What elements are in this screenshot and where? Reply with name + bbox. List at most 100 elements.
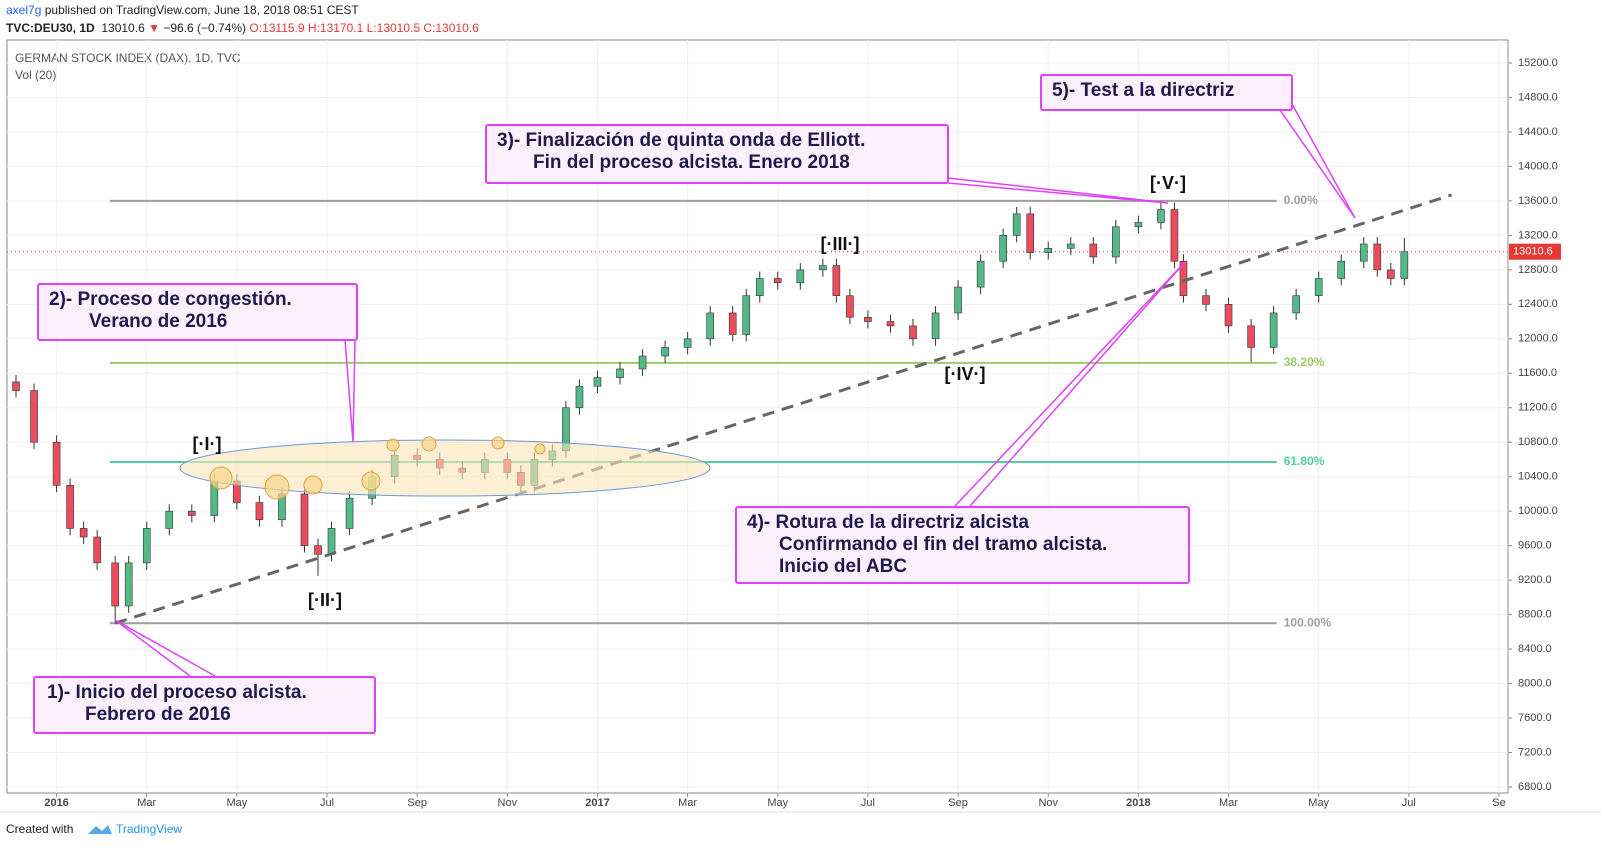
- ohlc-open: O:13115.9: [249, 21, 305, 35]
- symbol: TVC:DEU30, 1D: [6, 21, 95, 35]
- candle-body: [52, 441, 61, 486]
- candle-body: [593, 377, 602, 387]
- x-tick-label: Sep: [407, 797, 427, 809]
- y-tick-label: 12800.0: [1518, 264, 1558, 276]
- candle-body: [165, 510, 174, 529]
- candle-body: [1112, 226, 1120, 258]
- x-tick-label: May: [1308, 797, 1329, 809]
- trendline: [114, 193, 1453, 625]
- x-tick-label: 2016: [44, 797, 68, 809]
- y-tick-label: 14000.0: [1518, 160, 1558, 172]
- last: 13010.6: [101, 21, 145, 35]
- candle-body: [1292, 295, 1300, 314]
- tradingview-logo: [88, 825, 112, 834]
- y-tick-label: 14400.0: [1518, 126, 1558, 138]
- candle-body: [1400, 251, 1409, 279]
- congestion-ellipse: [179, 439, 711, 497]
- candle-body: [1157, 209, 1165, 223]
- x-tick-label: May: [226, 797, 247, 809]
- candle-body: [66, 485, 74, 529]
- callout-text: 1)- Inicio del proceso alcista.: [47, 682, 307, 703]
- candle-body: [1089, 243, 1098, 258]
- y-tick-label: 10000.0: [1518, 505, 1558, 517]
- y-tick-label: 8000.0: [1518, 677, 1552, 689]
- footer-created: Created with: [6, 822, 73, 836]
- callout-1: 1)- Inicio del proceso alcista. Febrero d…: [33, 676, 376, 734]
- callout-text: 5)- Test a la directriz: [1052, 80, 1235, 101]
- candle-body: [846, 295, 854, 318]
- y-tick-label: 9200.0: [1518, 574, 1552, 586]
- x-tick-label: Jul: [320, 797, 334, 809]
- candle-body: [976, 260, 985, 288]
- x-tick-label: Mar: [1219, 797, 1238, 809]
- ohlc-low: L:13010.5: [366, 21, 421, 35]
- candle-body: [773, 278, 782, 284]
- candle-body: [79, 528, 88, 538]
- congestion-circles: [209, 436, 546, 500]
- candle-body: [1044, 248, 1053, 253]
- candle-body: [886, 321, 895, 327]
- candle-body: [616, 368, 624, 378]
- x-tick-label: Nov: [1038, 797, 1058, 809]
- x-tick-label: Nov: [498, 797, 518, 809]
- candle-body: [832, 265, 841, 297]
- callout-text: Inicio del ABC: [779, 556, 908, 577]
- author: axel7g: [6, 3, 42, 17]
- wave-label: [·III·]: [821, 234, 860, 254]
- last-price-label: 13010.6: [1513, 246, 1553, 258]
- candle-body: [188, 510, 196, 516]
- candle-body: [142, 528, 151, 564]
- fib-label: 61.80%: [1284, 454, 1325, 468]
- candle-body: [314, 545, 322, 555]
- x-tick-label: Mar: [137, 797, 156, 809]
- y-tick-label: 11200.0: [1518, 402, 1557, 414]
- wave-label: [·IV·]: [945, 364, 986, 384]
- y-tick-label: 9600.0: [1518, 540, 1552, 552]
- candle-body: [1337, 260, 1346, 279]
- callout-text: Confirmando el fin del tramo alcista.: [779, 534, 1108, 555]
- change: −96.6 (−0.74%): [163, 21, 247, 35]
- fib-label: 0.00%: [1284, 193, 1318, 207]
- y-tick-label: 13200.0: [1518, 229, 1558, 241]
- candle-body: [1066, 243, 1075, 249]
- callout-4: 4)- Rotura de la directriz alcista Confir…: [735, 506, 1190, 584]
- x-tick-label: 2018: [1126, 797, 1150, 809]
- ohlc-high: H:13170.1: [307, 21, 364, 35]
- candle-body: [12, 381, 20, 391]
- last-price-tag: [1509, 243, 1561, 260]
- y-tick-label: 7200.0: [1518, 746, 1552, 758]
- down-arrow: ▼: [148, 21, 160, 35]
- indicator: Vol (20): [15, 68, 56, 82]
- callout-3: 3)- Finalización de quinta onda de Ellio…: [485, 124, 949, 184]
- fib-label: 100.00%: [1284, 615, 1332, 629]
- y-tick-label: 10800.0: [1518, 436, 1558, 448]
- y-tick-label: 12400.0: [1518, 298, 1558, 310]
- candle-body: [1134, 222, 1143, 228]
- callout-text: Fin del proceso alcista. Enero 2018: [533, 152, 850, 173]
- candle-body: [755, 278, 764, 297]
- x-tick-label: Sep: [948, 797, 968, 809]
- fib-label: 38.20%: [1284, 355, 1325, 369]
- candle-body: [30, 390, 38, 443]
- candle-body: [300, 493, 309, 546]
- candle-body: [999, 235, 1007, 262]
- candle-body: [661, 347, 669, 357]
- candle-body: [124, 562, 133, 607]
- callout-2: 2)- Proceso de congestión. Verano de 2016: [37, 283, 358, 341]
- candle-body: [909, 325, 917, 340]
- candle-body: [1373, 243, 1382, 271]
- candle-body: [1170, 209, 1179, 262]
- x-tick-label: Jul: [861, 797, 875, 809]
- candle-body: [864, 316, 872, 322]
- candle-body: [742, 295, 751, 335]
- candle-body: [819, 265, 827, 271]
- callout-text: Febrero de 2016: [85, 704, 231, 725]
- candle-body: [931, 312, 940, 340]
- symbol-line: TVC:DEU30, 1D 13010.6 ▼ −96.6 (−0.74%) O…: [6, 21, 479, 35]
- callout-text: 2)- Proceso de congestión.: [49, 289, 292, 310]
- x-tick-label: Se: [1492, 797, 1505, 809]
- candle-body: [255, 502, 264, 521]
- candle-body: [638, 355, 647, 370]
- ohlc-close: C:13010.6: [423, 21, 479, 35]
